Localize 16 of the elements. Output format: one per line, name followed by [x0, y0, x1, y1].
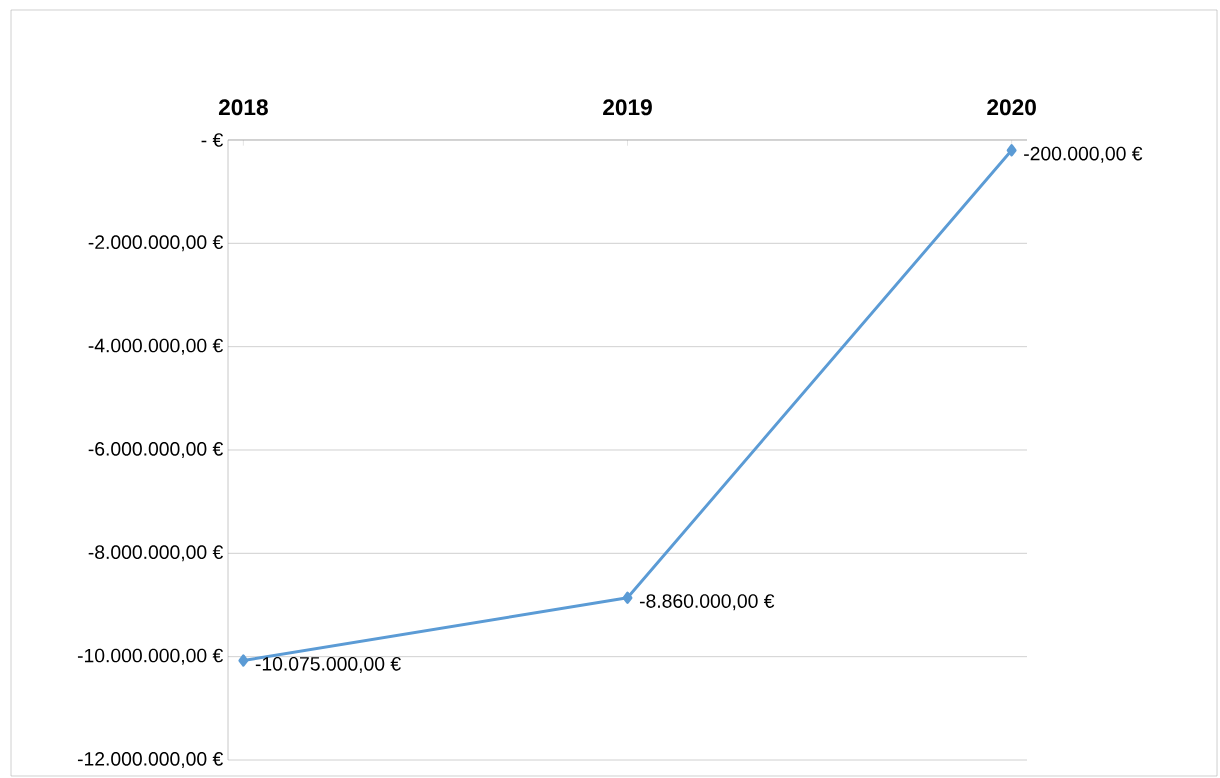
y-tick-label: -8.000.000,00 € — [88, 545, 223, 562]
data-label: -10.075.000,00 € — [255, 656, 401, 673]
y-tick-label: -6.000.000,00 € — [88, 442, 223, 458]
y-tick-label: -4.000.000,00 € — [88, 338, 223, 355]
y-tick-label: -12.000.000,00 € — [77, 752, 223, 768]
data-label: -200.000,00 € — [1024, 146, 1143, 163]
point — [238, 654, 249, 667]
point — [622, 591, 633, 604]
x-tick-label: 2018 — [218, 99, 268, 116]
x-tick-label: 2020 — [987, 99, 1036, 116]
y-tick-label: -2.000.000,00 € — [88, 235, 223, 252]
point — [1006, 144, 1017, 157]
x-tick-label: 2019 — [603, 99, 652, 116]
data-label: -8.860.000,00 € — [639, 594, 775, 611]
y-tick-label: - € — [201, 133, 223, 147]
y-tick-label: -10.000.000,00 € — [77, 648, 223, 665]
